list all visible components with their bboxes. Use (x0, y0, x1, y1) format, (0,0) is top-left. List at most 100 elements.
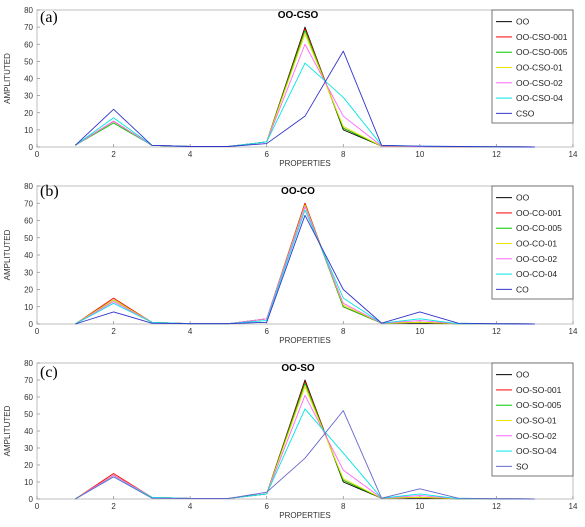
x-tick-label: 10 (415, 150, 424, 159)
x-tick-label: 6 (264, 327, 269, 336)
legend-entry: OO (516, 370, 530, 380)
y-axis-label: AMPLITUTED (3, 405, 12, 456)
legend-entry: OO-SO-005 (516, 400, 562, 410)
legend-box (491, 9, 574, 124)
y-tick-label: 70 (24, 199, 33, 208)
legend-box (491, 185, 574, 300)
y-tick-label: 80 (24, 6, 33, 15)
legend-entry: OO-CO-02 (516, 254, 557, 264)
panel-label: (c) (40, 364, 58, 381)
x-tick-label: 12 (492, 150, 501, 159)
legend-entry: OO-CSO-04 (516, 93, 563, 103)
series-line-oo-so-04 (75, 408, 535, 500)
x-tick-label: 2 (111, 327, 116, 336)
x-axis-label: PROPERTIES (279, 336, 330, 345)
y-tick-label: 80 (24, 359, 33, 368)
y-axis-label: AMPLITUTED (3, 53, 12, 104)
y-tick-label: 30 (24, 268, 33, 277)
plot-area (36, 362, 574, 500)
x-tick-label: 8 (341, 502, 346, 511)
series-line-oo-co-04 (75, 209, 535, 325)
legend-entry: CO (516, 284, 529, 294)
x-tick-label: 6 (264, 150, 269, 159)
x-tick-label: 6 (264, 502, 269, 511)
x-axis-label: PROPERTIES (279, 511, 330, 520)
legend-entry: OO-SO-02 (516, 431, 557, 441)
y-tick-label: 10 (24, 126, 33, 135)
x-tick-label: 12 (492, 327, 501, 336)
y-tick-label: 30 (24, 444, 33, 453)
y-tick-label: 70 (24, 23, 33, 32)
panel-label: (a) (40, 9, 58, 26)
y-tick-label: 80 (24, 182, 33, 191)
y-axis-label: AMPLITUTED (3, 229, 12, 280)
chart-panel-3: 0 2 4 6 8 10 12 14 0 10 20 30 40 50 60 70 80 PROPERTIES AM… (3, 359, 578, 520)
x-tick-label: 12 (492, 502, 501, 511)
x-tick-label: 8 (341, 150, 346, 159)
y-tick-label: 50 (24, 57, 33, 66)
series-line-co (75, 214, 535, 325)
y-tick-label: 10 (24, 303, 33, 312)
x-tick-label: 4 (188, 327, 193, 336)
legend-entry: OO-CO-01 (516, 239, 557, 249)
y-tick-label: 20 (24, 109, 33, 118)
y-tick-label: 0 (29, 320, 34, 329)
y-tick-label: 40 (24, 427, 33, 436)
legend-entry: CSO (516, 108, 535, 118)
x-tick-label: 14 (569, 150, 578, 159)
legend-entry: OO (516, 193, 530, 203)
y-tick-label: 70 (24, 376, 33, 385)
y-tick-label: 40 (24, 251, 33, 260)
x-tick-label: 0 (35, 150, 40, 159)
y-tick-label: 50 (24, 234, 33, 243)
legend: OO OO-CO-001 OO-CO-005 OO-CO-01 OO-CO-02 OO-C… (491, 185, 574, 300)
x-tick-label: 14 (569, 502, 578, 511)
legend: OO OO-CSO-001 OO-CSO-005 OO-CSO-01 OO-CSO-02… (491, 9, 574, 124)
x-tick-label: 2 (111, 150, 116, 159)
legend-entry: OO-SO-01 (516, 416, 557, 426)
legend-entry: OO-CSO-02 (516, 78, 563, 88)
legend-entry: OO-SO-001 (516, 385, 562, 395)
legend-box (491, 362, 574, 477)
legend-entry: OO-CO-005 (516, 223, 562, 233)
chart-title: OO-SO (281, 363, 315, 374)
y-tick-label: 40 (24, 75, 33, 84)
x-tick-label: 0 (35, 327, 40, 336)
x-tick-label: 2 (111, 502, 116, 511)
plot-area (36, 185, 574, 325)
y-tick-label: 20 (24, 286, 33, 295)
legend-entry: OO-CO-001 (516, 208, 562, 218)
panel-label: (b) (40, 183, 59, 200)
x-axis-label: PROPERTIES (279, 159, 330, 168)
legend-entry: OO-CSO-01 (516, 63, 563, 73)
y-tick-label: 60 (24, 393, 33, 402)
x-tick-label: 0 (35, 502, 40, 511)
x-tick-label: 4 (188, 150, 193, 159)
legend: OO OO-SO-001 OO-SO-005 OO-SO-01 OO-SO-02 OO-S… (491, 362, 574, 477)
y-tick-label: 0 (29, 495, 34, 504)
chart-title: OO-CO (281, 186, 315, 197)
y-tick-label: 60 (24, 217, 33, 226)
legend-entry: OO-CSO-005 (516, 47, 568, 57)
legend-entry: SO (516, 461, 529, 471)
y-tick-label: 60 (24, 40, 33, 49)
series-line-so (75, 410, 535, 500)
x-tick-label: 10 (415, 327, 424, 336)
x-tick-label: 4 (188, 502, 193, 511)
legend-entry: OO-CO-04 (516, 269, 557, 279)
y-tick-label: 50 (24, 410, 33, 419)
y-tick-label: 10 (24, 478, 33, 487)
legend-entry: OO-CSO-001 (516, 32, 568, 42)
series-line-cso (74, 50, 535, 148)
x-tick-label: 8 (341, 327, 346, 336)
chart-title: OO-CSO (278, 10, 319, 21)
chart-panel-2: 0 2 4 6 8 10 12 14 0 10 20 30 40 50 60 70 80 PROPERTIES AM… (3, 182, 578, 345)
legend-entry: OO (516, 17, 530, 27)
x-tick-label: 14 (569, 327, 578, 336)
x-tick-label: 10 (415, 502, 424, 511)
y-tick-label: 20 (24, 461, 33, 470)
y-tick-label: 0 (29, 143, 34, 152)
y-tick-label: 30 (24, 92, 33, 101)
legend-entry: OO-SO-04 (516, 446, 557, 456)
